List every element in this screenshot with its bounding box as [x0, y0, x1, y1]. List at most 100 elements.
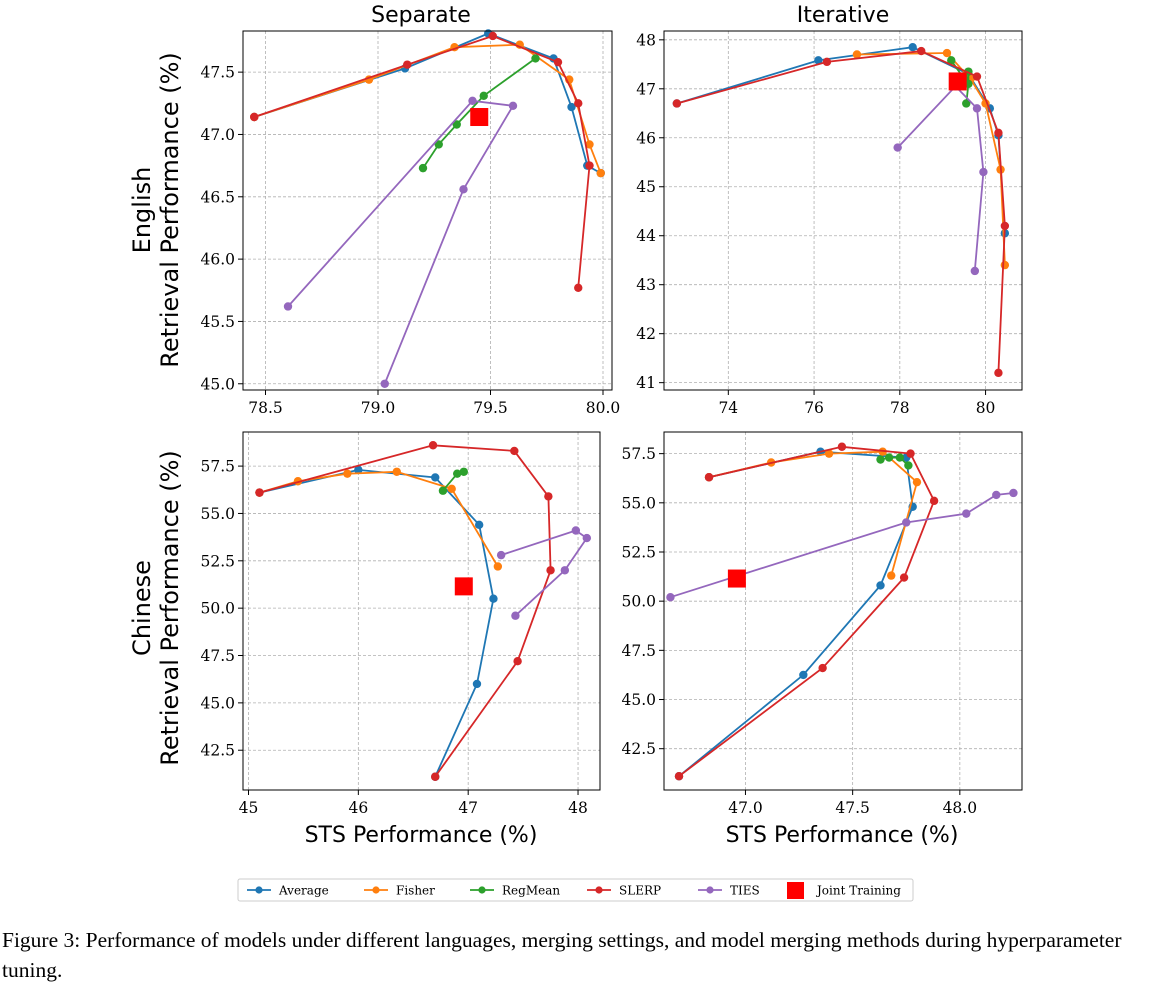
data-point-fisher [392, 467, 401, 476]
x-tick-label: 48.0 [943, 799, 978, 817]
y-tick-label: 45.0 [621, 691, 656, 709]
data-point-average [489, 594, 498, 603]
y-tick-label: 47.5 [200, 647, 235, 665]
data-point-slerp [906, 449, 915, 458]
y-tick-label: 46.5 [200, 188, 235, 206]
data-point-slerp [672, 99, 682, 108]
series-line-slerp [678, 445, 936, 777]
y-tick-label: 47.5 [621, 642, 656, 660]
data-point-fisher [942, 48, 952, 58]
y-tick-label: 44 [636, 227, 656, 245]
x-tick-label: 45 [239, 799, 259, 817]
subplot-chinese-separate: 45 46 47 48 42.5 45.0 47.5 50.0 52.5 55.0 57.5 [200, 431, 601, 817]
row-label-line2: Retrieval Performance (%) [156, 450, 184, 766]
y-tick-label: 42.5 [200, 742, 235, 760]
legend-label-joint-training: Joint Training [815, 884, 901, 898]
data-point-fisher [887, 571, 896, 580]
data-point-ties [496, 550, 506, 560]
x-tick-label: 80.0 [586, 399, 621, 417]
data-point-fisher [596, 168, 605, 178]
row-label-chinese: Chinese Retrieval Performance (%) [128, 450, 184, 766]
data-point-ties [962, 509, 971, 518]
x-tick-label: 80 [976, 399, 996, 417]
legend-label-fisher: Fisher [396, 884, 435, 898]
data-point-ties [380, 379, 389, 388]
data-point-slerp [837, 442, 847, 451]
data-point-average [474, 520, 484, 530]
x-tick-label: 76 [804, 399, 824, 417]
legend-marker-average [255, 886, 263, 894]
legend-label-slerp: SLERP [619, 884, 661, 898]
x-tick-label: 78.5 [248, 399, 283, 417]
y-tick-label: 47.5 [200, 64, 235, 82]
data-point-slerp [994, 368, 1003, 378]
data-point-slerp [1000, 221, 1010, 231]
y-tick-label: 43 [636, 276, 656, 294]
joint-training-marker [470, 108, 489, 127]
y-tick-label: 45.0 [200, 375, 235, 393]
legend-marker-ties [706, 886, 714, 894]
data-point-regmean [453, 469, 462, 478]
row-label-line1: Chinese [128, 560, 156, 656]
y-tick-label: 50.0 [621, 593, 656, 611]
y-tick-label: 45.5 [200, 313, 235, 331]
legend-label-average: Average [278, 884, 329, 898]
data-point-slerp [899, 573, 909, 582]
series-line-fisher [259, 470, 499, 567]
series-line-average [259, 468, 495, 778]
data-point-slerp [574, 283, 583, 292]
data-point-ties [902, 518, 911, 527]
series-line-slerp [259, 444, 552, 778]
data-point-average [567, 102, 576, 112]
data-point-regmean [895, 453, 905, 462]
y-tick-label: 47.0 [200, 126, 235, 144]
data-point-ties [508, 101, 518, 110]
y-tick-label: 46.0 [200, 251, 235, 269]
subplot-english-separate: 78.5 79.0 79.5 80.0 45.0 45.5 46.0 46.5 47.0 47.5 [200, 29, 620, 417]
data-point-slerp [544, 492, 553, 501]
data-point-average [354, 465, 363, 475]
data-point-ties [979, 167, 988, 177]
x-tick-label: 78 [890, 399, 910, 417]
data-point-slerp [929, 496, 939, 506]
data-point-slerp [431, 772, 440, 781]
y-tick-label: 42.5 [621, 740, 656, 758]
data-point-slerp [510, 446, 519, 456]
data-point-fisher [343, 469, 352, 478]
data-point-ties [560, 566, 570, 575]
column-title-iterative: Iterative [797, 3, 889, 28]
data-point-slerp [574, 99, 583, 108]
data-point-slerp [972, 72, 982, 81]
y-tick-label: 46 [636, 129, 656, 147]
joint-training-marker [727, 569, 746, 588]
data-point-regmean [418, 163, 428, 173]
row-label-line2: Retrieval Performance (%) [156, 52, 184, 368]
series-line-slerp [253, 35, 591, 288]
y-tick-label: 57.5 [200, 458, 235, 476]
data-point-slerp [403, 60, 412, 69]
data-point-regmean [459, 467, 468, 476]
data-point-ties [511, 611, 520, 620]
data-point-ties [666, 593, 675, 602]
data-point-average [876, 581, 885, 590]
x-tick-label: 47.0 [728, 799, 763, 817]
data-point-regmean [884, 453, 894, 462]
subplot-chinese-iterative: 47.0 47.5 48.0 42.5 45.0 47.5 50.0 52.5 55.0 57.5 [621, 431, 1023, 817]
data-point-ties [582, 533, 592, 543]
data-point-slerp [250, 112, 259, 122]
row-label-line1: English [128, 167, 156, 254]
data-point-fisher [824, 449, 834, 458]
legend-marker-slerp [595, 886, 603, 894]
legend-marker-regmean [478, 886, 486, 894]
x-tick-label: 79.0 [361, 399, 396, 417]
data-point-fisher [1000, 260, 1010, 270]
data-point-ties [468, 96, 477, 106]
data-point-slerp [585, 161, 594, 170]
legend-label-ties: TIES [730, 884, 760, 898]
plot-frame [242, 30, 613, 391]
data-point-ties [1009, 488, 1018, 498]
data-point-slerp [553, 57, 563, 67]
y-tick-label: 47 [636, 80, 656, 98]
x-axis-label-separate: STS Performance (%) [305, 823, 538, 848]
